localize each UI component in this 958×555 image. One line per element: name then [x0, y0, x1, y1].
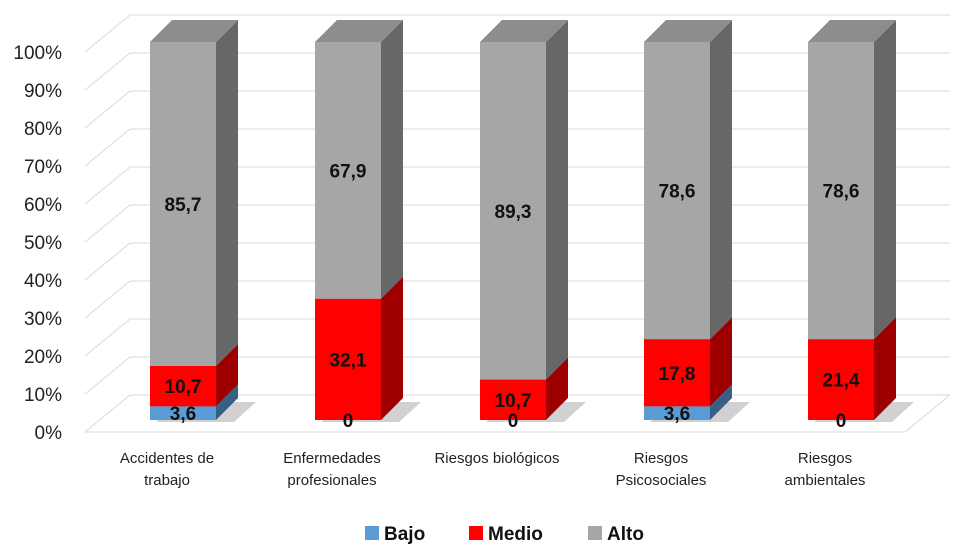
bar-side-alto — [216, 20, 238, 366]
data-label-alto: 67,9 — [330, 161, 367, 182]
bar-top-alto — [480, 20, 568, 42]
bar-side-alto — [874, 20, 896, 340]
data-label-bajo: 3,6 — [170, 404, 196, 425]
data-label-alto: 78,6 — [823, 182, 860, 203]
bar-side-medio — [710, 317, 732, 407]
bar-side-alto — [710, 20, 732, 340]
wall-gridline-diagonal — [84, 356, 131, 395]
y-tick-label: 10% — [24, 385, 62, 406]
data-label-bajo: 3,6 — [664, 404, 690, 425]
y-tick-label: 90% — [24, 81, 62, 102]
floor-right-edge — [904, 394, 951, 433]
bar-side-alto — [381, 20, 403, 299]
y-tick-label: 70% — [24, 157, 62, 178]
data-label-medio: 21,4 — [823, 371, 860, 392]
x-category-label: Enfermedades profesionales — [283, 450, 381, 489]
data-label-alto: 78,6 — [659, 182, 696, 203]
data-label-alto: 85,7 — [165, 195, 202, 216]
bar-segment-medio — [150, 365, 216, 407]
y-tick-label: 0% — [35, 423, 63, 444]
data-label-medio: 10,7 — [165, 377, 202, 398]
bar-top-alto — [150, 20, 238, 42]
bar-side-medio — [874, 317, 896, 420]
legend-swatch-alto — [588, 526, 602, 540]
x-category-label: Accidentes de trabajo — [120, 450, 214, 489]
bar-side-medio — [381, 276, 403, 420]
wall-gridline-diagonal — [84, 242, 131, 281]
legend: Bajo Medio Alto — [365, 524, 644, 545]
wall-gridline-diagonal — [84, 394, 131, 433]
x-category-label: Riesgos biológicos — [434, 450, 559, 467]
y-tick-label: 100% — [13, 43, 62, 64]
bar-segment-alto — [644, 42, 710, 340]
data-label-bajo: 0 — [836, 411, 847, 432]
x-category-label-line: Accidentes de — [120, 450, 214, 467]
data-label-medio: 10,7 — [495, 391, 532, 412]
data-label-bajo: 0 — [508, 411, 519, 432]
bar-stack — [480, 20, 586, 422]
y-tick-label: 80% — [24, 119, 62, 140]
bar-top-alto — [644, 20, 732, 42]
bar-side-medio — [546, 357, 568, 420]
bar-top-alto — [808, 20, 896, 42]
bar-segment-medio — [315, 298, 381, 420]
data-labels: 3,610,785,7032,167,9010,789,33,617,878,6… — [165, 161, 860, 432]
x-category-label-line: Psicosociales — [616, 472, 707, 489]
bar-segment-alto — [808, 42, 874, 340]
data-label-medio: 17,8 — [659, 364, 696, 385]
x-category-label-line: Riesgos biológicos — [434, 450, 559, 467]
wall-gridline-diagonal — [84, 166, 131, 205]
bar-stack — [644, 20, 750, 422]
wall-gridline-diagonal — [84, 280, 131, 319]
bar-segment-alto — [150, 42, 216, 366]
bar-segment-medio — [644, 339, 710, 407]
wall-gridline-diagonal — [84, 204, 131, 243]
legend-swatch-bajo — [365, 526, 379, 540]
data-label-alto: 89,3 — [495, 202, 532, 223]
bar-side-alto — [546, 20, 568, 380]
bar-segment-alto — [480, 42, 546, 380]
x-category-label-line: ambientales — [785, 472, 866, 489]
legend-label-bajo: Bajo — [384, 524, 425, 545]
wall-gridline-diagonal — [84, 90, 131, 129]
bar-segment-medio — [808, 339, 874, 420]
data-label-medio: 32,1 — [330, 350, 367, 371]
bar-stack — [808, 20, 914, 422]
wall-gridline-diagonal — [84, 14, 131, 53]
bar-side-bajo — [710, 384, 732, 420]
y-tick-label: 50% — [24, 233, 62, 254]
wall-gridline-diagonal — [84, 52, 131, 91]
x-category-label-line: profesionales — [287, 472, 376, 489]
bar-side-bajo — [216, 384, 238, 420]
y-tick-label: 30% — [24, 309, 62, 330]
legend-label-medio: Medio — [488, 524, 543, 545]
x-axis-labels: Accidentes de trabajo Enfermedades profesio… — [120, 450, 866, 489]
y-tick-label: 20% — [24, 347, 62, 368]
x-category-label: Riesgos Psicosociales — [616, 450, 707, 489]
bar-stack — [315, 20, 421, 422]
bars — [150, 20, 914, 422]
legend-label-alto: Alto — [607, 524, 644, 545]
y-tick-label: 40% — [24, 271, 62, 292]
bar-side-medio — [216, 343, 238, 407]
wall-gridline-diagonal — [84, 128, 131, 167]
bar-stack — [150, 20, 256, 422]
bar-segment-bajo — [150, 406, 216, 420]
bar-segment-medio — [480, 379, 546, 420]
wall-gridline-diagonal — [84, 318, 131, 357]
x-category-label-line: Enfermedades — [283, 450, 381, 467]
y-axis-ticks: 0% 10% 20% 30% 40% 50% 60% 70% 80% 90% 100% — [13, 43, 62, 444]
x-category-label-line: Riesgos — [634, 450, 688, 467]
legend-swatch-medio — [469, 526, 483, 540]
bar-top-alto — [315, 20, 403, 42]
x-category-label: Riesgos ambientales — [785, 450, 866, 489]
x-category-label-line: Riesgos — [798, 450, 852, 467]
bar-segment-bajo — [644, 406, 710, 420]
data-label-bajo: 0 — [343, 411, 354, 432]
x-category-label-line: trabajo — [144, 472, 190, 489]
bar-segment-alto — [315, 42, 381, 299]
y-tick-label: 60% — [24, 195, 62, 216]
